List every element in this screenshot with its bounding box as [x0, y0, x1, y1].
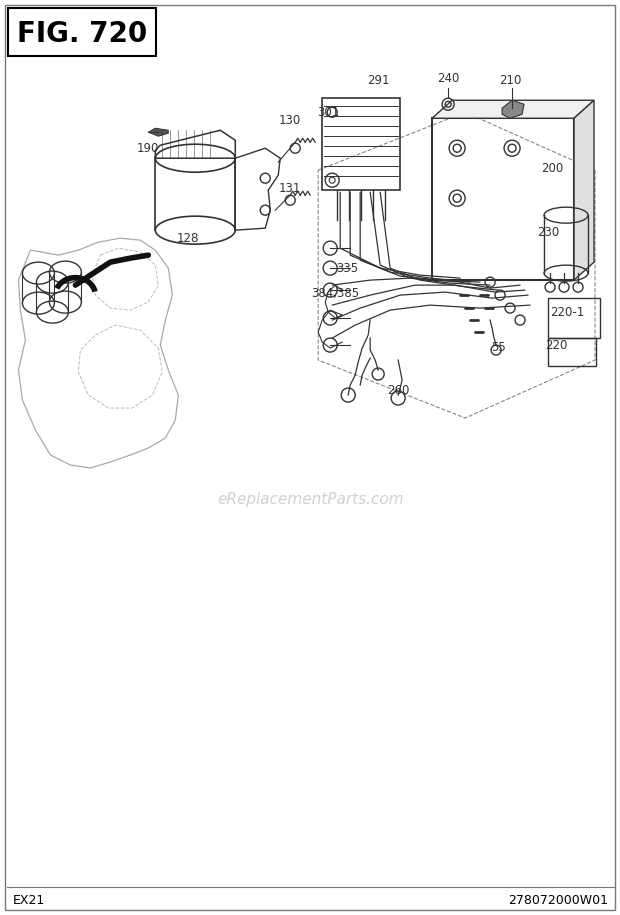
- Bar: [432, 118, 574, 280]
- Text: 200: 200: [541, 162, 563, 175]
- Text: 131: 131: [279, 182, 301, 195]
- Text: FIG. 720: FIG. 720: [17, 20, 148, 48]
- Polygon shape: [502, 101, 524, 118]
- Text: 55: 55: [490, 340, 505, 353]
- Text: 230: 230: [537, 226, 559, 239]
- Text: 335: 335: [336, 262, 358, 274]
- Text: 130: 130: [279, 113, 301, 127]
- Text: EX21: EX21: [12, 894, 45, 907]
- Text: 220-1: 220-1: [550, 306, 584, 318]
- Text: 220: 220: [545, 339, 567, 351]
- Polygon shape: [148, 128, 168, 136]
- Bar: [9, 8, 156, 57]
- Text: 384,385: 384,385: [311, 286, 359, 299]
- Text: 190: 190: [137, 142, 159, 155]
- Bar: [548, 338, 596, 366]
- Text: 301: 301: [317, 106, 339, 119]
- Text: 260: 260: [387, 383, 409, 396]
- Text: 210: 210: [499, 74, 521, 87]
- Polygon shape: [432, 101, 594, 118]
- Polygon shape: [574, 101, 594, 280]
- Text: 278072000W01: 278072000W01: [508, 894, 608, 907]
- Bar: [548, 298, 600, 338]
- Text: 128: 128: [177, 231, 200, 244]
- Text: 291: 291: [367, 74, 389, 87]
- Text: eReplacementParts.com: eReplacementParts.com: [217, 492, 404, 508]
- Text: 240: 240: [437, 71, 459, 85]
- Bar: [322, 98, 400, 190]
